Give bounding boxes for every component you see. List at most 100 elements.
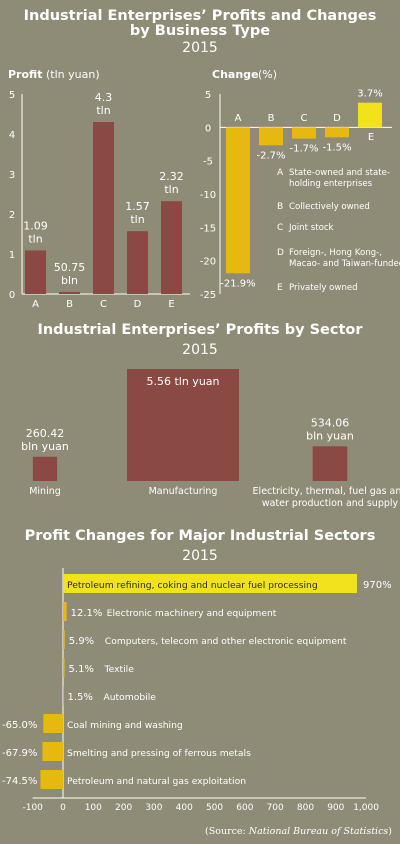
sector-bar xyxy=(32,456,58,481)
profit-bar-label: bln xyxy=(61,274,78,287)
sector-value-label: bln yuan xyxy=(21,440,69,453)
profit-bar xyxy=(25,250,46,294)
chart3-year: 2015 xyxy=(182,548,218,564)
profit-bar-label: 1.09 xyxy=(23,219,48,232)
hbar-x-tick: 900 xyxy=(327,803,344,813)
profit-x-tick: D xyxy=(134,299,142,310)
change-y-tick: -5 xyxy=(203,157,213,168)
hbar-x-tick: 600 xyxy=(236,803,253,813)
change-bar-label: -1.7% xyxy=(289,144,318,155)
change-bar xyxy=(292,127,316,139)
chart3-title: Profit Changes for Major Industrial Sect… xyxy=(24,528,376,544)
profit-y-tick: 0 xyxy=(9,290,15,301)
profit-bar-label: tln xyxy=(130,213,144,226)
profit-bar xyxy=(93,122,114,294)
change-legend-label: Joint stock xyxy=(288,223,334,233)
sector-bar xyxy=(127,369,239,481)
hbar-x-tick: -100 xyxy=(22,803,43,813)
profit-x-tick: A xyxy=(32,299,39,310)
hbar-bar xyxy=(63,574,357,593)
sector-value-label: bln yuan xyxy=(306,429,354,442)
change-legend-label: Foreign-, Hong Kong-, xyxy=(289,248,382,258)
profit-bar-label: tln xyxy=(28,232,42,245)
change-y-tick: -25 xyxy=(200,290,216,301)
change-bar-label: -21.9% xyxy=(220,278,255,289)
change-x-tick: A xyxy=(235,113,242,124)
sector-bar xyxy=(312,446,348,481)
hbar-x-tick: 0 xyxy=(60,803,66,813)
source-note: (Source: National Bureau of Statistics) xyxy=(205,826,392,837)
change-legend-label: Privately owned xyxy=(289,283,358,293)
hbar-bar xyxy=(63,602,67,621)
hbar-category-label: Petroleum and natural gas exploitation xyxy=(67,776,246,787)
profit-x-tick: B xyxy=(66,299,73,310)
hbar-bar xyxy=(43,714,63,733)
profit-x-tick: E xyxy=(168,299,174,310)
hbar-bar xyxy=(63,686,64,705)
change-bar-label: -2.7% xyxy=(256,150,285,161)
change-y-tick: -20 xyxy=(200,257,216,268)
profit-y-tick: 4 xyxy=(9,130,15,141)
chart2-year: 2015 xyxy=(182,342,218,358)
chart1-title-line1: Industrial Enterprises’ Profits and Chan… xyxy=(23,8,377,24)
profit-bar xyxy=(127,231,148,294)
sector-category-label: Manufacturing xyxy=(149,486,218,497)
sector-value-label: 260.42 xyxy=(26,427,65,440)
profit-bar xyxy=(59,291,80,294)
hbar-x-tick: 1,000 xyxy=(353,803,379,813)
sector-category-label: water production and supply xyxy=(262,498,399,509)
hbar-x-tick: 700 xyxy=(267,803,284,813)
hbar-x-tick: 800 xyxy=(297,803,314,813)
sector-value-label: 5.56 tln yuan xyxy=(146,375,219,388)
change-x-tick: B xyxy=(268,113,275,124)
profit-bar-label: 50.75 xyxy=(54,261,86,274)
hbar-value-label: 5.1% xyxy=(69,664,94,675)
change-y-tick: 0 xyxy=(205,123,211,134)
hbar-category-label: Electronic machinery and equipment xyxy=(107,608,277,619)
hbar-value-label: 12.1% xyxy=(71,608,103,619)
profit-bar-label: 2.32 xyxy=(159,170,184,183)
hbar-x-tick: 100 xyxy=(85,803,102,813)
sector-value-label: 534.06 xyxy=(311,416,350,429)
hbar-bar xyxy=(63,630,65,649)
change-legend-key: A xyxy=(277,168,284,178)
change-x-tick: C xyxy=(301,113,308,124)
hbar-category-label: Textile xyxy=(104,664,135,675)
change-axis-title: Change xyxy=(212,68,259,81)
chart1-year: 2015 xyxy=(182,40,218,56)
change-legend-label: State-owned and state- xyxy=(289,168,390,178)
chart2-title: Industrial Enterprises’ Profits by Secto… xyxy=(37,322,363,338)
profit-bar-label: tln xyxy=(164,183,178,196)
change-y-tick: -15 xyxy=(200,223,216,234)
hbar-x-tick: 500 xyxy=(206,803,223,813)
change-x-tick: E xyxy=(368,132,374,143)
hbar-value-label: 5.9% xyxy=(69,636,94,647)
change-axis-unit: (%) xyxy=(258,68,277,81)
change-legend-key: E xyxy=(277,283,283,293)
hbar-value-label: -74.5% xyxy=(2,776,37,787)
profit-x-tick: C xyxy=(100,299,107,310)
hbar-x-tick: 400 xyxy=(176,803,193,813)
change-bar xyxy=(226,127,250,274)
profit-y-tick: 5 xyxy=(9,90,15,101)
hbar-bar xyxy=(63,658,65,677)
change-legend-key: B xyxy=(277,202,283,212)
change-bar xyxy=(259,127,283,146)
change-bar-label: -1.5% xyxy=(322,142,351,153)
hbar-category-label: Petroleum refining, coking and nuclear f… xyxy=(67,580,318,591)
change-legend-label: Macao- and Taiwan-funded xyxy=(289,259,400,269)
change-legend-label: Collectively owned xyxy=(289,202,370,212)
change-bar-label: 3.7% xyxy=(357,89,382,100)
hbar-value-label: -67.9% xyxy=(2,748,37,759)
hbar-value-label: -65.0% xyxy=(2,720,37,731)
sector-category-label: Electricity, thermal, fuel gas and xyxy=(253,486,400,497)
profit-bar-label: 1.57 xyxy=(125,200,150,213)
chart1-title-line2: by Business Type xyxy=(129,23,271,39)
hbar-bar xyxy=(42,742,63,761)
profit-axis-title: Profit xyxy=(8,68,42,81)
hbar-x-tick: 300 xyxy=(145,803,162,813)
hbar-bar xyxy=(40,770,63,789)
profit-y-tick: 2 xyxy=(9,210,15,221)
hbar-category-label: Coal mining and washing xyxy=(67,720,183,731)
